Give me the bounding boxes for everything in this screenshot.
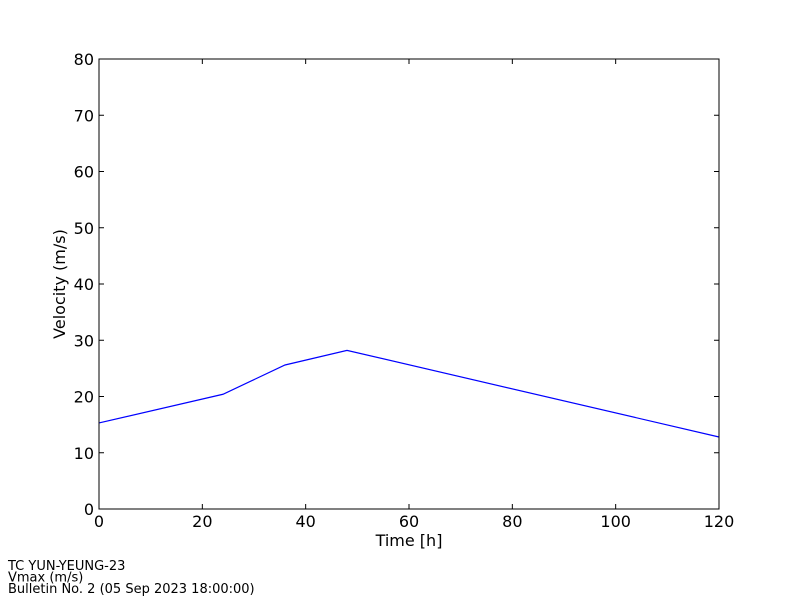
- y-tick-label: 20: [74, 388, 94, 407]
- footnote: Vmax (m/s): [8, 571, 83, 586]
- footnote: Bulletin No. 2 (05 Sep 2023 18:00:00): [8, 582, 255, 597]
- x-tick-label: 100: [600, 512, 631, 531]
- x-tick-label: 20: [192, 512, 212, 531]
- x-tick-label: 60: [399, 512, 419, 531]
- y-tick-label: 60: [74, 163, 94, 182]
- y-tick-label: 0: [84, 500, 94, 519]
- y-tick-label: 30: [74, 331, 94, 350]
- x-tick-label: 120: [704, 512, 735, 531]
- footnote: TC YUN-YEUNG-23: [7, 559, 125, 574]
- plot-frame: [98, 58, 720, 510]
- y-tick-label: 80: [74, 50, 94, 69]
- y-tick-label: 40: [74, 275, 94, 294]
- line: [98, 349, 720, 438]
- x-tick-label: 0: [94, 512, 104, 531]
- y-tick-label: 10: [74, 444, 94, 463]
- x-axis-label: Time [h]: [375, 531, 443, 550]
- y-axis-label: Velocity (m/s): [50, 229, 69, 339]
- x-tick-label: 80: [502, 512, 522, 531]
- x-tick-label: 40: [295, 512, 315, 531]
- y-tick-label: 70: [74, 106, 94, 125]
- y-tick-label: 50: [74, 219, 94, 238]
